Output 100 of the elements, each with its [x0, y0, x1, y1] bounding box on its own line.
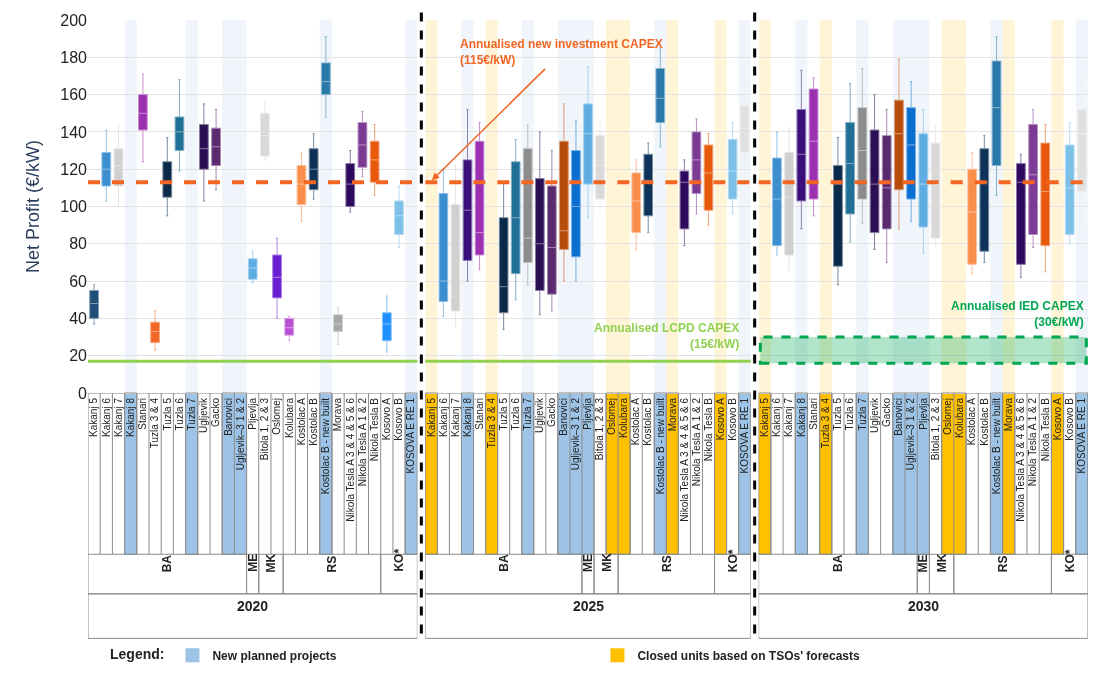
x-tick-label: Kakanj 6 — [100, 397, 112, 437]
x-tick-label: Tuzla 3 & 4 — [820, 397, 832, 449]
x-tick-label: Kakanj 5 — [759, 397, 771, 437]
x-tick-label: Kosovo B — [1063, 397, 1075, 441]
x-tick-label: Ugljevik–3 1 & 2 — [570, 397, 582, 471]
x-tick-label: Pljevlja — [917, 397, 929, 430]
text: KO* — [392, 548, 407, 572]
text: BA — [496, 554, 511, 572]
x-tick-label: Kakanj 5 — [425, 397, 437, 437]
y-tick-label: 140 — [60, 123, 88, 141]
x-tick-label: Pljevlja — [246, 397, 258, 430]
x-tick-label: Oslomej — [941, 398, 953, 435]
x-tick-label: Bitola 1, 2 & 3 — [259, 397, 271, 461]
x-tick-label: KOSOVA E RE 1 — [738, 397, 750, 474]
x-tick-label: KOSOVA E RE 1 — [1076, 397, 1088, 474]
legend-label: Closed units based on TSOs' forecasts — [637, 648, 861, 663]
x-tick-label: Kakanj 8 — [461, 397, 473, 437]
x-tick-label: Tuzla 3 & 4 — [485, 397, 497, 449]
x-tick-label: Ugljevik–3 1 & 2 — [234, 397, 246, 471]
x-tick-label: Oslomej — [606, 398, 618, 435]
text: KO* — [726, 549, 741, 573]
x-tick-label: Kolubara — [618, 397, 630, 439]
y-axis-title: Net Profit (€/kW) — [23, 139, 44, 274]
x-tick-label: Kostolac B - new built — [990, 397, 1002, 495]
x-tick-label: Oslomej — [271, 398, 283, 435]
text: ME — [580, 554, 595, 573]
x-tick-label: Kosovo A — [1051, 397, 1063, 441]
x-tick-label: Tuzla 6 — [173, 397, 185, 431]
x-tick-label: Gacko — [210, 397, 222, 427]
x-tick-label: Banovici — [222, 398, 234, 436]
x-tick-label: Kosovo B — [393, 397, 405, 441]
text: KO* — [1063, 549, 1078, 573]
x-axis-title: 2020 — [237, 598, 269, 614]
x-tick-label: Stanari — [473, 398, 485, 430]
x-tick-label: Tuzla 7 — [185, 397, 197, 431]
x-tick-label: Tuzla 5 — [832, 397, 844, 431]
text: RS — [659, 555, 674, 572]
text: ME — [245, 553, 260, 572]
x-tick-label: Kostolac A — [630, 397, 642, 446]
x-tick-label: Tuzla 7 — [856, 397, 868, 431]
x-tick-label: Nikola Tesla B — [702, 397, 714, 462]
x-tick-label: Banovici — [893, 398, 905, 436]
y-tick-label: 80 — [69, 235, 88, 253]
x-tick-label: Kolubara — [954, 397, 966, 439]
x-tick-label: Morava — [666, 397, 678, 432]
x-tick-label: Tuzla 7 — [522, 397, 533, 431]
x-tick-label: Gacko — [880, 397, 892, 427]
y-tick-label: 0 — [78, 384, 88, 402]
text: MK — [935, 553, 950, 573]
x-tick-label: Stanari — [807, 398, 819, 430]
x-axis-title: 2030 — [908, 598, 940, 614]
text: ME — [916, 554, 931, 573]
x-tick-label: Banovici — [558, 398, 570, 436]
x-tick-label: Kostolac A — [295, 397, 307, 446]
x-tick-label: Kakanj 8 — [124, 397, 136, 437]
x-tick-label: Nikola Tesla B — [368, 397, 380, 462]
x-axis-title: 2025 — [573, 598, 605, 614]
x-tick-label: Nikola Tesla A 3 & 4 & 5 & 6 — [678, 397, 690, 522]
x-tick-label: Bitola 1, 2 & 3 — [929, 397, 941, 461]
y-tick-label: 60 — [69, 272, 88, 290]
x-tick-label: Ugljevik–3 1 & 2 — [905, 397, 917, 471]
y-tick-label: 20 — [69, 347, 88, 365]
x-tick-label: KOSOVA E RE 1 — [405, 397, 417, 474]
x-tick-label: Kosovo A — [714, 397, 726, 441]
y-tick-label: 180 — [60, 48, 88, 66]
x-tick-label: Kakanj 7 — [112, 397, 124, 437]
x-tick-label: Kostolac B — [307, 397, 319, 446]
ref-line-label: Annualised LCPD CAPEX (15€/kW) — [594, 321, 740, 351]
x-tick-label: Nikola Tesla A 1 & 2 — [690, 397, 702, 487]
x-tick-label: Morava — [1002, 397, 1014, 432]
legend-label: New planned projects — [212, 648, 337, 663]
x-tick-label: Tuzla 5 — [161, 397, 173, 431]
text: RS — [325, 555, 340, 573]
x-tick-label: Kolubara — [283, 397, 295, 439]
x-tick-label: Kostolac B — [978, 397, 990, 446]
ref-line-label: Annualised new investment CAPEX (115€/kW) — [460, 37, 663, 67]
x-tick-label: Kostolac A — [966, 397, 978, 446]
y-tick-label: 40 — [69, 310, 88, 327]
x-tick-label: Kosovo B — [726, 397, 738, 441]
x-tick-label: Kostolac B - new built — [320, 397, 332, 495]
x-tick-label: Nikola Tesla A 1 & 2 — [356, 397, 368, 487]
band-label: Annualised IED CAPEX (30€/kW) — [951, 299, 1084, 329]
x-tick-label: Tuzla 5 — [497, 397, 509, 431]
y-tick-label: 120 — [60, 160, 88, 178]
x-tick-label: Stanari — [137, 398, 149, 430]
x-tick-label: Tuzla 3 & 4 — [149, 397, 161, 449]
x-tick-label: Kosovo A — [381, 397, 393, 441]
x-tick-label: Ugljevik — [534, 397, 546, 434]
text: MK — [264, 553, 279, 573]
text: BA — [160, 554, 175, 573]
text: BA — [830, 554, 845, 573]
y-tick-label: 160 — [60, 86, 88, 104]
x-tick-label: Kakanj 8 — [795, 397, 807, 437]
y-tick-label: 100 — [60, 198, 88, 216]
x-tick-label: Kakanj 7 — [449, 397, 461, 437]
x-tick-label: Kostolac B — [642, 397, 654, 446]
x-tick-label: Kostolac B - new built — [654, 397, 666, 495]
x-tick-label: Nikola Tesla A 1 & 2 — [1027, 397, 1039, 487]
x-tick-label: Bitola 1, 2 & 3 — [594, 397, 606, 461]
x-tick-label: Nikola Tesla A 3 & 4 & 5 & 6 — [1015, 397, 1027, 522]
